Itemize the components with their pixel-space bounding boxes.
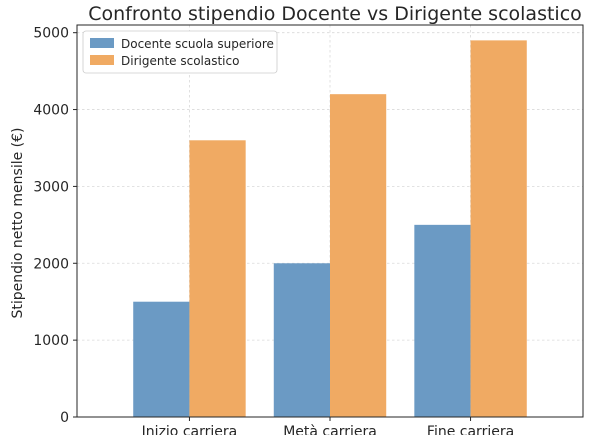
y-axis-label: Stipendio netto mensile (€)	[10, 127, 26, 318]
legend-swatch	[90, 55, 114, 65]
bar-docente	[133, 301, 190, 417]
legend-box	[82, 30, 278, 74]
chart-title: Confronto stipendio Docente vs Dirigente…	[88, 3, 582, 25]
bars	[133, 40, 527, 418]
y-tick-label: 5000	[33, 26, 69, 42]
legend: Docente scuola superiore Dirigente scolas…	[82, 30, 278, 74]
legend-label: Docente scuola superiore	[121, 37, 274, 51]
legend-swatch	[90, 38, 114, 48]
y-tick-label: 4000	[33, 103, 69, 119]
bar-docente	[414, 224, 471, 417]
y-tick-label: 3000	[33, 179, 69, 195]
y-tick-label: 0	[60, 410, 69, 426]
x-tick-label: Metà carriera	[283, 424, 377, 435]
legend-label: Dirigente scolastico	[121, 54, 239, 68]
x-tick-label: Fine carriera	[427, 424, 514, 435]
bar-dirigente	[330, 94, 387, 418]
bar-dirigente	[189, 140, 246, 417]
y-tick-label: 2000	[33, 256, 69, 272]
y-tick-label: 1000	[33, 333, 69, 349]
bar-dirigente	[470, 40, 527, 417]
bar-docente	[273, 263, 330, 417]
x-tick-label: Inizio carriera	[142, 424, 238, 435]
